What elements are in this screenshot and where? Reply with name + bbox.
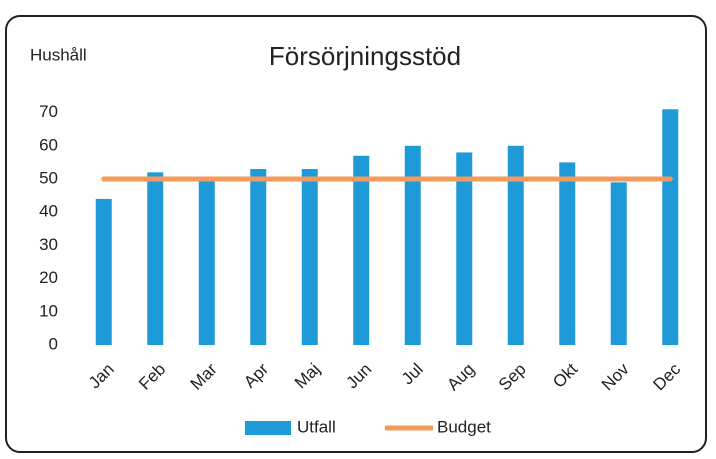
bar [147,172,164,345]
bar [301,169,318,345]
bar [559,162,576,345]
y-tick-label: 50 [39,168,58,187]
y-tick-label: 60 [39,135,58,154]
legend-label: Utfall [297,417,336,436]
bar [404,145,421,345]
y-tick-label: 10 [39,301,58,320]
bar [610,182,627,345]
bar [250,169,267,345]
bar [456,152,473,345]
y-tick-label: 0 [49,334,58,353]
chart-title: Försörjningsstöd [269,41,461,71]
legend-swatch [245,421,291,435]
bar [662,109,679,345]
bar [198,179,215,345]
y-tick-label: 30 [39,235,58,254]
y-tick-label: 20 [39,268,58,287]
y-tick-label: 40 [39,202,58,221]
bar [507,145,524,345]
bar [95,198,112,345]
y-tick-label: 70 [39,102,58,121]
y-axis-label: Hushåll [30,45,87,64]
bar [353,155,370,345]
legend-label: Budget [437,417,491,436]
